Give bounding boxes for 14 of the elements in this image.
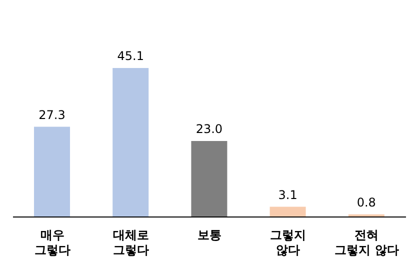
bar xyxy=(191,141,228,217)
data-label: 3.1 xyxy=(278,188,298,202)
x-tick-label: 보통 xyxy=(198,228,222,242)
bar xyxy=(34,126,70,217)
bar xyxy=(112,68,149,217)
x-tick-label: 그렇지 않다 xyxy=(270,228,306,257)
data-label: 27.3 xyxy=(38,108,66,122)
data-label: 0.8 xyxy=(356,195,376,210)
x-tick-label: 전혀 그렇지 않다 xyxy=(334,228,399,257)
x-tick-label: 매우 그렇다 xyxy=(34,228,70,257)
data-label: 45.1 xyxy=(117,49,144,63)
x-tick-label: 대체로 그렇다 xyxy=(112,228,149,257)
bar xyxy=(270,206,306,217)
data-label: 23.0 xyxy=(196,122,223,136)
